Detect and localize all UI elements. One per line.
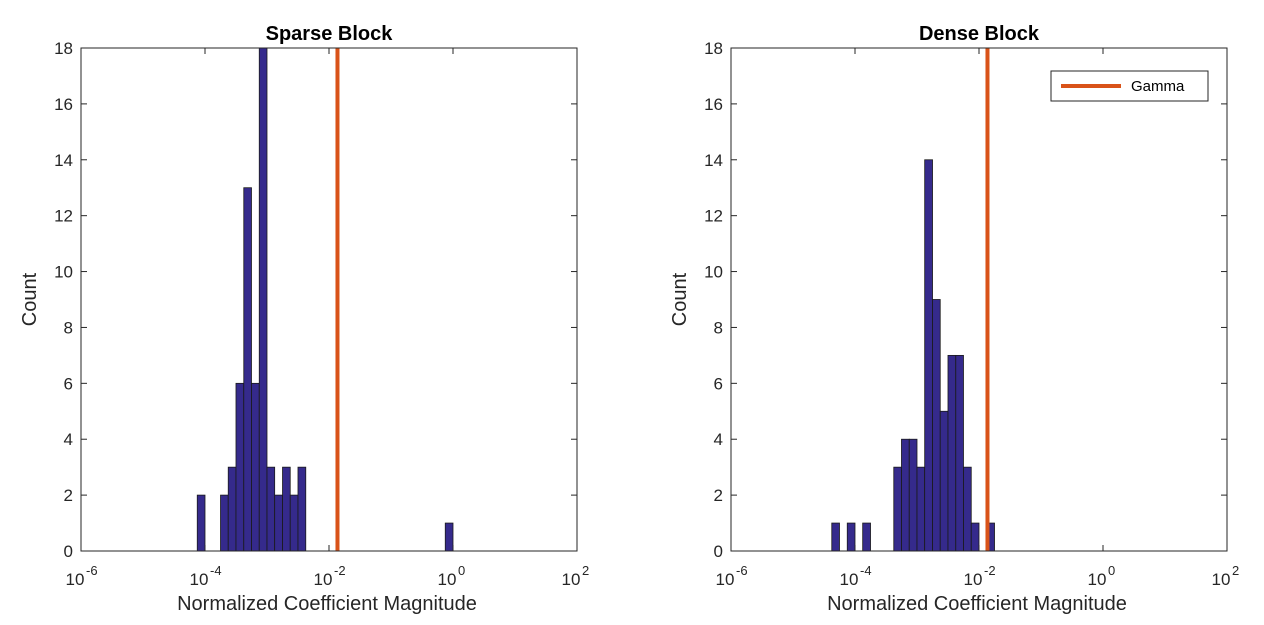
dense-chart-title: Dense Block xyxy=(919,23,1040,45)
sparse-histogram-bar xyxy=(274,494,283,552)
dense-bars xyxy=(831,159,995,552)
sparse-x-tick-base: 10 xyxy=(562,570,581,589)
dense-histogram-bar xyxy=(963,466,972,552)
sparse-y-tick-label: 10 xyxy=(54,263,73,282)
sparse-y-tick-label: 6 xyxy=(64,374,73,393)
dense-legend: Gamma xyxy=(1050,70,1209,102)
dense-x-tick-base: 10 xyxy=(964,570,983,589)
sparse-x-tick-base: 10 xyxy=(66,570,85,589)
dense-histogram-bar xyxy=(846,522,856,552)
dense-x-tick-base: 10 xyxy=(1212,570,1231,589)
dense-axes-box xyxy=(730,47,1228,552)
dense-histogram-bar xyxy=(893,466,902,552)
sparse-x-tick-label: 10 2 xyxy=(562,563,590,589)
sparse-x-tick-exponent: 0 xyxy=(458,563,465,578)
dense-x-axis-label: Normalized Coefficient Magnitude xyxy=(827,593,1127,615)
dense-y-tick-label: 10 xyxy=(704,263,723,282)
sparse-histogram-bar xyxy=(266,466,276,552)
dense-histogram-bar xyxy=(908,438,918,552)
sparse-y-tick-label: 14 xyxy=(54,151,73,170)
sparse-x-tick-exponent: 2 xyxy=(582,563,589,578)
sparse-x-tick-label: 10 -4 xyxy=(190,563,222,589)
sparse-histogram-bar xyxy=(196,494,206,552)
dense-x-tick-exponent: -4 xyxy=(860,563,872,578)
sparse-histogram-bar xyxy=(258,47,268,552)
sparse-x-tick-exponent: -2 xyxy=(334,563,346,578)
dense-x-tick-label: 10 0 xyxy=(1088,563,1116,589)
sparse-y-tick-label: 18 xyxy=(54,39,73,58)
dense-x-tick-base: 10 xyxy=(1088,570,1107,589)
dense-y-tick-label: 0 xyxy=(714,542,723,561)
sparse-histogram-bar xyxy=(297,466,307,552)
sparse-x-tick-label: 10 0 xyxy=(438,563,466,589)
sparse-y-axis-label: Count xyxy=(19,272,41,326)
dense-x-tick-exponent: 0 xyxy=(1108,563,1115,578)
dense-histogram-bar xyxy=(901,438,910,552)
dense-y-tick-label: 14 xyxy=(704,151,723,170)
dense-histogram-bar xyxy=(916,466,926,552)
dense-histogram-bar xyxy=(970,522,980,552)
sparse-x-tick-label: 10 -6 xyxy=(66,563,98,589)
sparse-histogram-bar xyxy=(282,466,291,552)
dense-x-tick-label: 10 2 xyxy=(1212,563,1240,589)
dense-y-tick-label: 12 xyxy=(704,207,723,226)
sparse-x-tick-label: 10 -2 xyxy=(314,563,346,589)
dense-y-tick-label: 4 xyxy=(714,430,723,449)
sparse-histogram-bar xyxy=(444,522,454,552)
dense-histogram-bar xyxy=(831,522,840,552)
sparse-histogram-bar xyxy=(251,382,260,552)
dense-x-tick-label: 10 -4 xyxy=(840,563,872,589)
dense-histogram-bar xyxy=(862,522,871,552)
dense-axes xyxy=(730,47,1228,552)
legend-entry-gamma: Gamma xyxy=(1131,78,1185,95)
dense-histogram-bar xyxy=(947,354,957,552)
sparse-y-tick-label: 2 xyxy=(64,486,73,505)
sparse-x-axis-label: Normalized Coefficient Magnitude xyxy=(177,593,477,615)
sparse-histogram-bar xyxy=(243,187,252,552)
sparse-y-tick-label: 4 xyxy=(64,430,73,449)
sparse-x-tick-base: 10 xyxy=(438,570,457,589)
dense-x-tick-exponent: -2 xyxy=(984,563,996,578)
dense-y-tick-label: 2 xyxy=(714,486,723,505)
sparse-histogram-bar xyxy=(227,466,237,552)
sparse-chart-title: Sparse Block xyxy=(266,23,394,45)
dense-histogram-bar xyxy=(924,159,933,552)
dense-x-tick-label: 10 -6 xyxy=(716,563,748,589)
dense-y-tick-label: 6 xyxy=(714,374,723,393)
sparse-histogram-bar xyxy=(220,494,229,552)
dense-x-tick-base: 10 xyxy=(716,570,735,589)
sparse-axes xyxy=(80,47,578,552)
sparse-bars xyxy=(196,47,454,552)
sparse-histogram-bar xyxy=(289,494,299,552)
sparse-x-tick-base: 10 xyxy=(314,570,333,589)
dense-y-axis-label: Count xyxy=(669,272,691,326)
dense-x-tick-label: 10 -2 xyxy=(964,563,996,589)
sparse-axes-box xyxy=(80,47,578,552)
sparse-y-tick-label: 8 xyxy=(64,318,73,337)
dense-y-tick-label: 16 xyxy=(704,95,723,114)
sparse-x-tick-exponent: -4 xyxy=(210,563,222,578)
dense-y-tick-label: 18 xyxy=(704,39,723,58)
dense-x-tick-base: 10 xyxy=(840,570,859,589)
sparse-x-tick-base: 10 xyxy=(190,570,209,589)
sparse-y-tick-label: 0 xyxy=(64,542,73,561)
sparse-y-tick-label: 16 xyxy=(54,95,73,114)
sparse-x-tick-exponent: -6 xyxy=(86,563,98,578)
dense-x-tick-exponent: -6 xyxy=(736,563,748,578)
sparse-histogram-bar xyxy=(235,382,245,552)
dense-y-tick-label: 8 xyxy=(714,318,723,337)
sparse-y-tick-label: 12 xyxy=(54,207,73,226)
dense-histogram-bar xyxy=(955,354,964,552)
dense-x-tick-exponent: 2 xyxy=(1232,563,1239,578)
dense-histogram-bar xyxy=(939,410,949,552)
dense-histogram-bar xyxy=(932,299,941,552)
